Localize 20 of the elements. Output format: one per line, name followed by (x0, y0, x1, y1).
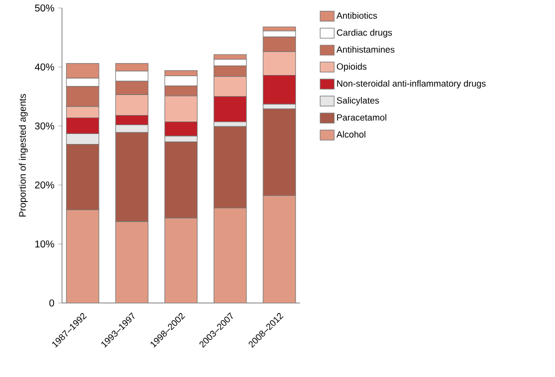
bar (214, 208, 247, 303)
bar (262, 195, 296, 303)
legend-label: Opioids (336, 63, 367, 72)
y-tick-label: 0 (49, 299, 54, 307)
y-tick-label: 10% (35, 240, 54, 248)
bar (115, 221, 148, 303)
y-axis-title: Proportion of ingested agents (18, 94, 28, 217)
legend-label: Antibiotics (336, 12, 377, 19)
legend-label: Non-steroidal anti-inflammatory drugs (337, 80, 486, 88)
legend-label: Antihistamines (336, 46, 394, 53)
legend-label: Alcohol (336, 131, 366, 138)
bar (66, 209, 100, 303)
legend-label: Cardiac drugs (336, 29, 392, 38)
legend-label: Paracetamol (337, 114, 386, 121)
legend-label: Salicylates (336, 97, 379, 106)
y-tick-label: 30% (34, 122, 54, 130)
y-tick-label: 40% (34, 63, 54, 71)
bar (164, 218, 198, 303)
y-tick-label: 50% (34, 4, 54, 12)
y-tick-label: 20% (35, 181, 54, 189)
